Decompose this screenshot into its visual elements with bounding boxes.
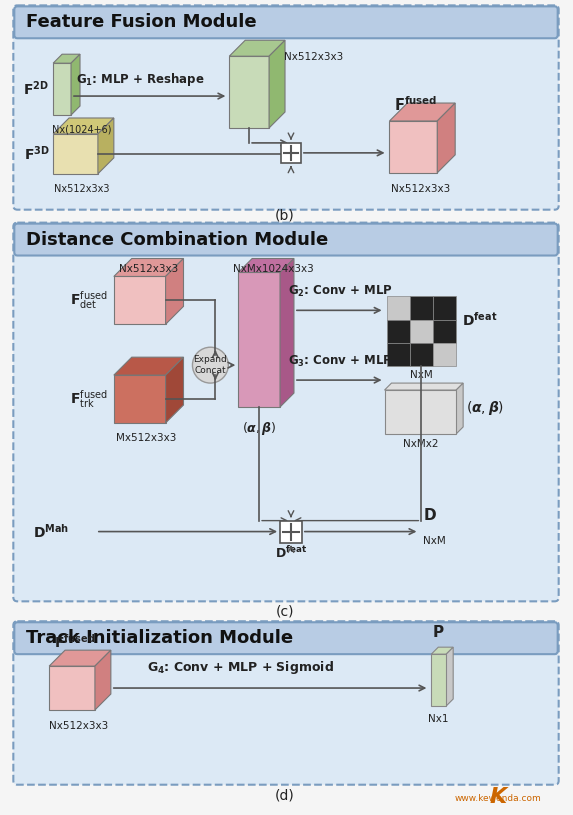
Text: (c): (c) xyxy=(276,604,295,619)
Text: Expand: Expand xyxy=(194,355,227,364)
Bar xyxy=(433,343,456,366)
FancyBboxPatch shape xyxy=(13,6,559,209)
Polygon shape xyxy=(166,258,183,324)
Text: Feature Fusion Module: Feature Fusion Module xyxy=(26,13,257,31)
Text: $\mathbf{F}^{\mathbf{3D}}$: $\mathbf{F}^{\mathbf{3D}}$ xyxy=(23,144,49,163)
FancyBboxPatch shape xyxy=(14,7,558,38)
Polygon shape xyxy=(238,258,294,272)
Polygon shape xyxy=(431,647,453,654)
Text: Concat: Concat xyxy=(195,366,226,375)
Text: Nx512x3x3: Nx512x3x3 xyxy=(49,721,108,731)
Text: $\mathbf{D}$: $\mathbf{D}$ xyxy=(423,507,437,522)
Polygon shape xyxy=(390,103,455,121)
Bar xyxy=(410,343,433,366)
Polygon shape xyxy=(114,357,183,375)
Polygon shape xyxy=(229,40,285,56)
Text: Nx512x3x3: Nx512x3x3 xyxy=(284,52,343,62)
Polygon shape xyxy=(98,118,114,174)
Text: $\mathbf{G_3}$: Conv + MLP: $\mathbf{G_3}$: Conv + MLP xyxy=(288,354,393,369)
FancyBboxPatch shape xyxy=(14,623,558,654)
Polygon shape xyxy=(114,258,183,276)
Text: $\mathbf{G_4}$: Conv + MLP + Sigmoid: $\mathbf{G_4}$: Conv + MLP + Sigmoid xyxy=(147,659,333,676)
Bar xyxy=(433,297,456,319)
Polygon shape xyxy=(49,666,95,710)
Polygon shape xyxy=(114,375,166,423)
Polygon shape xyxy=(229,56,269,128)
Polygon shape xyxy=(238,272,280,407)
Text: Nx(1024+6): Nx(1024+6) xyxy=(52,125,112,135)
Text: K: K xyxy=(490,786,507,807)
Bar xyxy=(410,297,433,319)
Text: Nx512x3x3: Nx512x3x3 xyxy=(119,265,178,275)
Bar xyxy=(281,143,301,163)
Text: $\mathbf{G_1}$: MLP + Reshape: $\mathbf{G_1}$: MLP + Reshape xyxy=(76,71,205,88)
Text: $\mathbf{P}$: $\mathbf{P}$ xyxy=(432,624,445,641)
Circle shape xyxy=(193,347,228,383)
Bar xyxy=(387,297,410,319)
Bar xyxy=(280,521,302,543)
Text: Distance Combination Module: Distance Combination Module xyxy=(26,231,328,249)
Polygon shape xyxy=(384,383,463,390)
Text: $\mathbf{D}^{\mathbf{feat}}$: $\mathbf{D}^{\mathbf{feat}}$ xyxy=(462,311,497,328)
Polygon shape xyxy=(53,118,114,134)
Text: NxM: NxM xyxy=(423,535,446,545)
Text: $(\boldsymbol{\alpha},\boldsymbol{\beta})$: $(\boldsymbol{\alpha},\boldsymbol{\beta}… xyxy=(242,420,276,437)
Text: $\mathbf{D}^{\mathbf{Mah}}$: $\mathbf{D}^{\mathbf{Mah}}$ xyxy=(33,522,69,540)
Bar xyxy=(387,319,410,343)
Polygon shape xyxy=(114,276,166,324)
Text: $\mathbf{G_2}$: Conv + MLP: $\mathbf{G_2}$: Conv + MLP xyxy=(288,284,393,299)
FancyBboxPatch shape xyxy=(14,223,558,256)
Polygon shape xyxy=(456,383,463,434)
FancyBboxPatch shape xyxy=(13,222,559,601)
Text: Nx512x3x3: Nx512x3x3 xyxy=(54,183,109,194)
Polygon shape xyxy=(390,121,437,173)
Text: $\mathbf{F}^{\mathbf{2D}}$: $\mathbf{F}^{\mathbf{2D}}$ xyxy=(23,80,49,99)
Text: $\mathbf{F}_{\mathrm{det}}^{\mathrm{fused}}$: $\mathbf{F}_{\mathrm{det}}^{\mathrm{fuse… xyxy=(70,289,108,311)
Text: Nx1: Nx1 xyxy=(428,714,449,724)
Text: NxMx1024x3x3: NxMx1024x3x3 xyxy=(233,265,314,275)
FancyBboxPatch shape xyxy=(13,621,559,785)
Polygon shape xyxy=(49,650,111,666)
Text: (d): (d) xyxy=(275,789,295,803)
Polygon shape xyxy=(384,390,456,434)
Bar xyxy=(410,319,433,343)
Polygon shape xyxy=(166,357,183,423)
Polygon shape xyxy=(53,64,71,115)
Polygon shape xyxy=(53,134,98,174)
Polygon shape xyxy=(269,40,285,128)
Text: Track Initialization Module: Track Initialization Module xyxy=(26,629,293,647)
Bar xyxy=(433,319,456,343)
Polygon shape xyxy=(71,55,80,115)
Text: NxM: NxM xyxy=(410,370,433,380)
Text: $\mathbf{F}^{\mathbf{fused}}$: $\mathbf{F}^{\mathbf{fused}}$ xyxy=(54,633,95,651)
Bar xyxy=(387,343,410,366)
Text: NxMx2: NxMx2 xyxy=(403,439,438,449)
Text: $(\boldsymbol{\alpha},\boldsymbol{\beta})$: $(\boldsymbol{\alpha},\boldsymbol{\beta}… xyxy=(466,399,504,417)
Text: (b): (b) xyxy=(275,209,295,222)
Text: $\mathbf{F}^{\mathbf{fused}}$: $\mathbf{F}^{\mathbf{fused}}$ xyxy=(394,95,438,114)
Text: www.kewenda.com: www.kewenda.com xyxy=(455,794,541,803)
Polygon shape xyxy=(95,650,111,710)
Text: Mx512x3x3: Mx512x3x3 xyxy=(116,433,176,443)
Text: $\mathbf{D}^{\mathbf{feat}}$: $\mathbf{D}^{\mathbf{feat}}$ xyxy=(275,545,307,562)
Polygon shape xyxy=(446,647,453,706)
Polygon shape xyxy=(53,55,80,64)
Text: Nx512x3x3: Nx512x3x3 xyxy=(391,183,451,194)
Polygon shape xyxy=(431,654,446,706)
Polygon shape xyxy=(437,103,455,173)
Text: $\mathbf{F}_{\mathrm{trk}}^{\mathrm{fused}}$: $\mathbf{F}_{\mathrm{trk}}^{\mathrm{fuse… xyxy=(70,388,108,410)
Polygon shape xyxy=(280,258,294,407)
